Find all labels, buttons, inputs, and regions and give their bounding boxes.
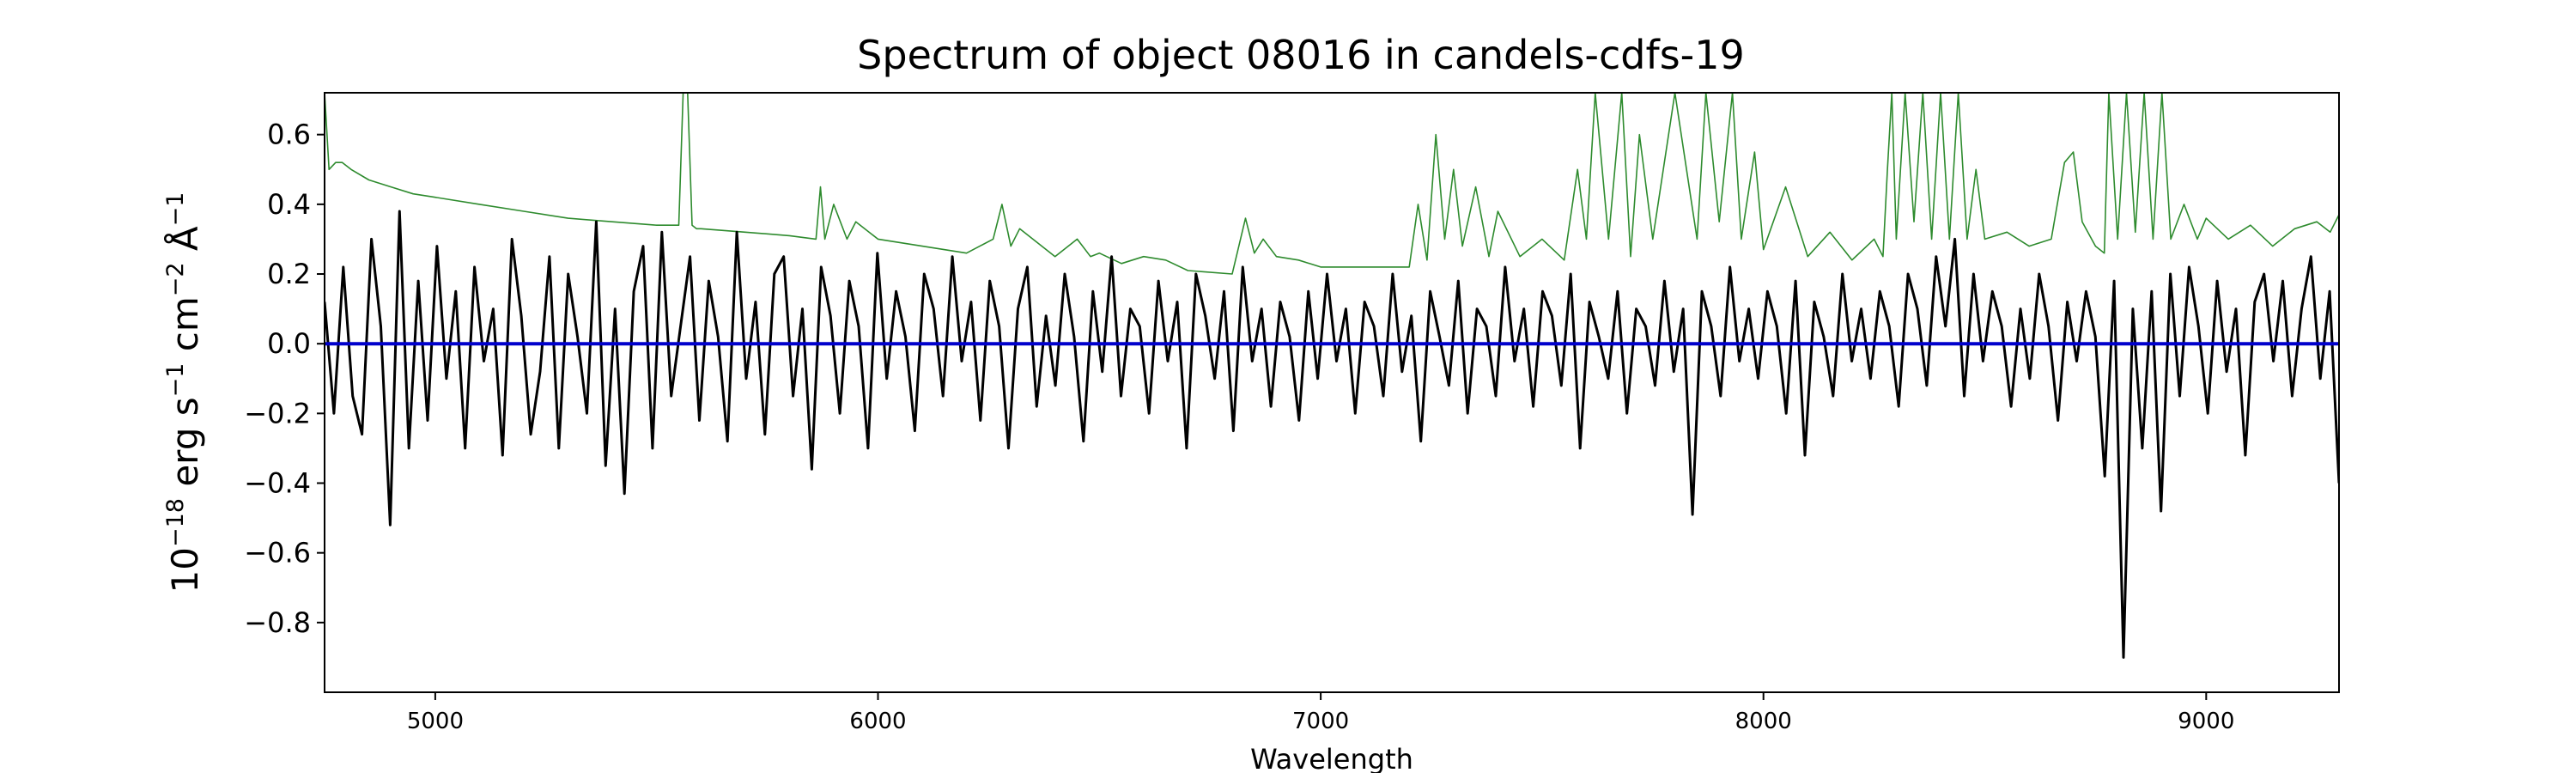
- y-axis-label-exp1: −18: [162, 498, 189, 547]
- y-tick-label: −0.4: [244, 467, 311, 500]
- noise-series-line: [325, 93, 2339, 275]
- y-axis-label-base: 10: [164, 547, 206, 593]
- x-axis: 5000 6000 7000 8000 9000: [407, 692, 2234, 734]
- y-axis-label-exp3: −2: [162, 262, 189, 296]
- y-tick-label: −0.6: [244, 537, 311, 569]
- chart-title: Spectrum of object 08016 in candels-cdfs…: [857, 32, 1745, 78]
- flux-series-line: [325, 210, 2339, 659]
- x-tick-label: 9000: [2178, 709, 2234, 734]
- x-axis-label: Wavelength: [1250, 743, 1413, 773]
- y-axis-label-unit2: cm: [164, 296, 206, 362]
- y-axis-label-exp2: −1: [162, 363, 189, 398]
- y-axis: 0.6 0.4 0.2 0.0 −0.2 −0.4 −0.6 −0.8: [244, 119, 325, 639]
- x-tick-label: 7000: [1292, 709, 1349, 734]
- y-tick-label: −0.8: [244, 606, 311, 639]
- y-axis-label-exp4: −1: [162, 192, 189, 227]
- y-tick-label: 0.4: [267, 188, 311, 221]
- y-tick-label: 0.6: [267, 119, 311, 151]
- x-tick-label: 6000: [849, 709, 906, 734]
- y-tick-label: 0.0: [267, 327, 311, 360]
- y-tick-label: −0.2: [244, 397, 311, 429]
- series-layer: [325, 93, 2339, 659]
- y-axis-label-unit1: erg s: [164, 397, 206, 498]
- x-tick-label: 8000: [1735, 709, 1792, 734]
- plot-frame: [324, 92, 2340, 693]
- y-axis-label-unit3: Å: [163, 226, 206, 262]
- plot-area: [324, 92, 2340, 693]
- y-axis-label: 10−18 erg s−1 cm−2 Å−1: [162, 192, 206, 593]
- y-tick-label: 0.2: [267, 258, 311, 290]
- x-tick-label: 5000: [407, 709, 464, 734]
